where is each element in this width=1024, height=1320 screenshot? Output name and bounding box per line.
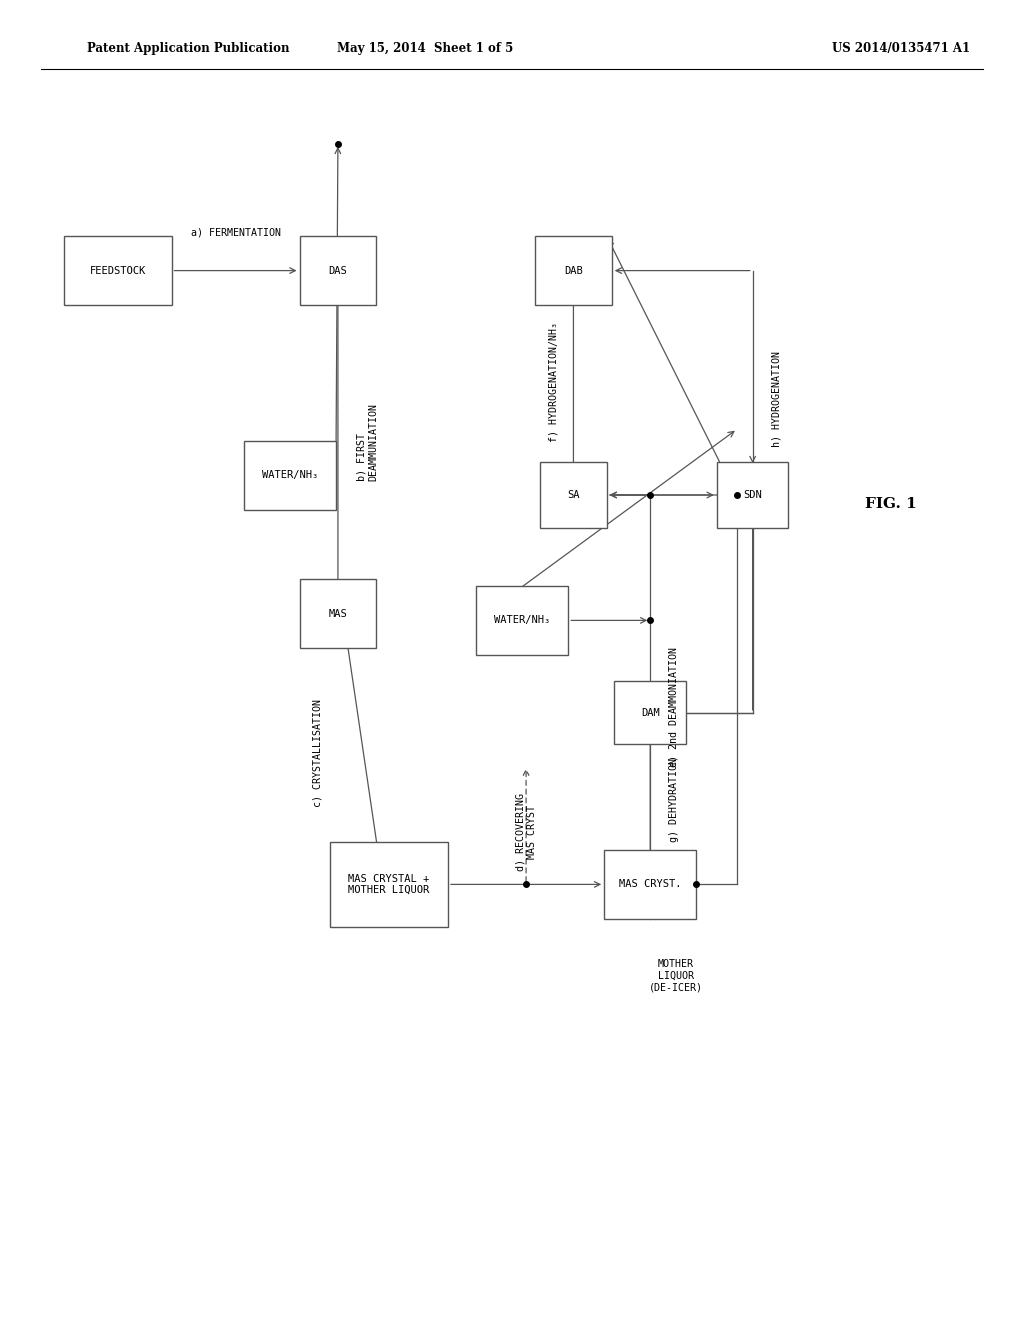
Bar [536, 236, 612, 305]
Text: Patent Application Publication: Patent Application Publication [87, 42, 290, 55]
Bar [63, 236, 171, 305]
Text: May 15, 2014  Sheet 1 of 5: May 15, 2014 Sheet 1 of 5 [337, 42, 513, 55]
Text: FEEDSTOCK: FEEDSTOCK [90, 265, 145, 276]
Bar [614, 681, 686, 744]
Text: SA: SA [567, 490, 580, 500]
Text: DAB: DAB [564, 265, 583, 276]
Text: d) RECOVERING
MAS CRYST: d) RECOVERING MAS CRYST [515, 793, 537, 871]
Bar [476, 586, 568, 655]
Text: c) CRYSTALLISATION: c) CRYSTALLISATION [312, 700, 323, 808]
Text: g) DEHYDRATION: g) DEHYDRATION [669, 758, 679, 842]
Text: f) HYDROGENATION/NH₃: f) HYDROGENATION/NH₃ [548, 322, 558, 442]
Bar [300, 236, 377, 305]
Text: h) HYDROGENATION: h) HYDROGENATION [771, 351, 781, 447]
Text: DAS: DAS [329, 265, 347, 276]
Bar [541, 462, 606, 528]
Text: b) FIRST
DEAMMUNIATION: b) FIRST DEAMMUNIATION [356, 403, 378, 482]
Bar [244, 441, 336, 510]
Bar [717, 462, 788, 528]
Text: e) 2nd DEAMMONIATION: e) 2nd DEAMMONIATION [669, 647, 679, 767]
Text: US 2014/0135471 A1: US 2014/0135471 A1 [833, 42, 970, 55]
Bar [330, 842, 449, 927]
Text: MAS CRYSTAL +
MOTHER LIQUOR: MAS CRYSTAL + MOTHER LIQUOR [348, 874, 430, 895]
Bar [604, 850, 696, 919]
Text: DAM: DAM [641, 708, 659, 718]
Text: FIG. 1: FIG. 1 [865, 498, 916, 511]
Text: WATER/NH₃: WATER/NH₃ [262, 470, 317, 480]
Text: MAS: MAS [329, 609, 347, 619]
Bar [300, 579, 377, 648]
Text: MAS CRYST.: MAS CRYST. [618, 879, 682, 890]
Text: SDN: SDN [743, 490, 762, 500]
Text: WATER/NH₃: WATER/NH₃ [495, 615, 550, 626]
Text: a) FERMENTATION: a) FERMENTATION [190, 227, 281, 238]
Text: MOTHER
LIQUOR
(DE-ICER): MOTHER LIQUOR (DE-ICER) [649, 960, 702, 993]
